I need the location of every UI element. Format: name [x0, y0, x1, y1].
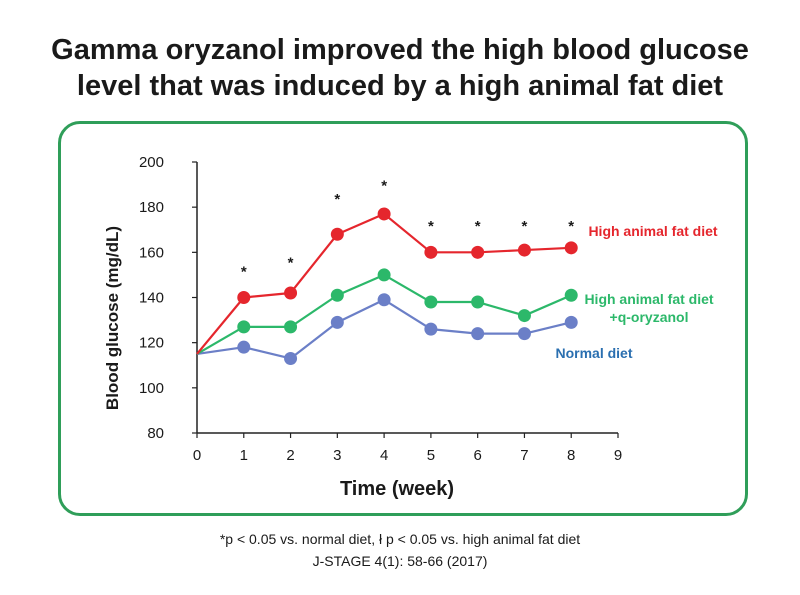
data-point	[330, 315, 344, 329]
y-tick-label: 120	[139, 335, 164, 352]
series-label-oryzanol-line2: +q-oryzanol	[610, 309, 689, 325]
data-point	[237, 340, 251, 354]
page-title: Gamma oryzanol improved the high blood g…	[0, 32, 800, 104]
data-point	[564, 288, 578, 302]
data-point	[564, 315, 578, 329]
title-line-1: Gamma oryzanol improved the high blood g…	[51, 34, 749, 66]
series-line	[196, 273, 572, 355]
data-point	[377, 268, 391, 282]
x-tick-label: 5	[427, 447, 435, 464]
series-label-high-fat: High animal fat diet	[588, 223, 717, 239]
data-point	[284, 286, 298, 300]
significance-marker: *	[288, 254, 294, 271]
x-tick-label: 1	[240, 447, 248, 464]
data-point	[471, 327, 485, 341]
y-tick-label: 100	[139, 380, 164, 397]
x-tick-label: 8	[567, 447, 575, 464]
significance-marker: *	[475, 218, 481, 235]
data-point	[237, 291, 251, 304]
x-tick-label: 6	[473, 447, 481, 464]
data-point	[424, 245, 438, 259]
chart-card	[58, 121, 748, 516]
x-tick-label: 4	[380, 447, 388, 464]
data-point	[284, 320, 298, 334]
significance-marker: *	[241, 263, 247, 280]
y-tick-label: 140	[139, 290, 164, 307]
data-point	[517, 243, 531, 257]
data-point	[471, 245, 485, 259]
data-point	[564, 241, 578, 255]
series-line	[196, 298, 572, 360]
data-point	[424, 295, 438, 309]
x-tick-label: 2	[286, 447, 294, 464]
citation-footnote: J-STAGE 4(1): 58-66 (2017)	[312, 553, 488, 569]
x-tick-label: 7	[520, 447, 528, 464]
x-tick-label: 0	[193, 447, 201, 464]
data-point	[330, 288, 344, 302]
series-label-oryzanol-line1: High animal fat diet	[584, 291, 713, 307]
data-point	[237, 320, 251, 334]
y-axis-label: Blood glucose (mg/dL)	[103, 226, 122, 410]
data-point	[284, 351, 298, 365]
data-point	[377, 293, 391, 307]
significance-footnote: *p < 0.05 vs. normal diet, ł p < 0.05 vs…	[219, 531, 581, 547]
significance-marker: *	[522, 218, 528, 235]
significance-marker: *	[334, 191, 340, 208]
title-line-2: level that was induced by a high animal …	[76, 70, 724, 102]
data-point	[517, 327, 531, 341]
series-label-normal: Normal diet	[555, 345, 632, 361]
y-tick-label: 200	[139, 154, 164, 171]
data-point	[377, 207, 391, 221]
data-point	[424, 322, 438, 336]
data-point	[471, 295, 485, 309]
data-point	[330, 227, 344, 241]
significance-marker: *	[381, 178, 387, 195]
y-tick-label: 160	[139, 244, 164, 261]
x-tick-label: 9	[614, 447, 622, 464]
significance-marker: *	[428, 218, 434, 235]
x-tick-label: 3	[333, 447, 341, 464]
y-tick-label: 80	[147, 425, 164, 442]
significance-marker: *	[568, 218, 574, 235]
data-point	[517, 309, 531, 323]
y-tick-label: 180	[139, 199, 164, 216]
x-axis-label: Time (week)	[340, 478, 454, 500]
